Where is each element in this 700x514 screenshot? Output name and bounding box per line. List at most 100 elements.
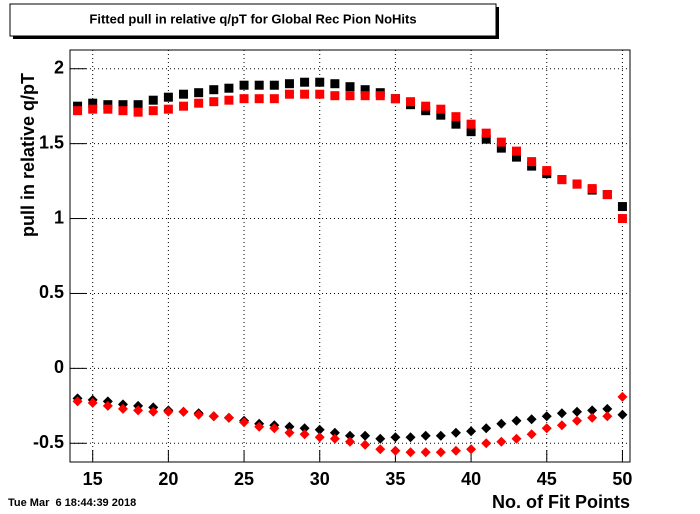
marker <box>481 128 491 138</box>
marker <box>315 89 325 99</box>
marker <box>541 423 552 434</box>
marker <box>435 430 446 441</box>
marker <box>193 409 204 420</box>
marker <box>224 95 234 105</box>
marker <box>284 421 295 432</box>
marker <box>405 432 416 443</box>
marker <box>541 411 552 422</box>
title-box <box>9 3 497 37</box>
marker <box>118 100 128 110</box>
y-tick-label: 0 <box>54 357 64 377</box>
marker <box>556 420 567 431</box>
marker <box>481 438 492 449</box>
marker <box>602 411 613 422</box>
marker <box>133 100 143 110</box>
marker <box>300 89 310 99</box>
x-tick-label: 45 <box>537 469 557 489</box>
marker <box>602 190 612 200</box>
marker <box>345 436 355 447</box>
y-tick-label: 1 <box>54 207 64 227</box>
chart-title: Fitted pull in relative q/pT for Global … <box>89 11 416 26</box>
marker <box>481 134 491 144</box>
marker <box>117 403 128 414</box>
y-axis-label: pull in relative q/pT <box>18 73 38 237</box>
marker <box>299 429 310 440</box>
marker <box>375 433 386 444</box>
marker <box>617 409 628 420</box>
marker <box>73 106 83 116</box>
marker <box>450 427 461 438</box>
marker <box>375 444 386 455</box>
marker <box>360 85 370 95</box>
marker <box>315 77 325 87</box>
marker <box>435 447 446 458</box>
marker <box>87 397 98 408</box>
marker <box>208 411 219 422</box>
marker <box>617 391 628 402</box>
x-tick-label: 50 <box>612 469 632 489</box>
marker <box>466 119 476 129</box>
marker <box>223 412 234 423</box>
marker <box>239 417 250 428</box>
y-tick-label: 1.5 <box>39 132 64 152</box>
marker <box>572 415 583 426</box>
marker <box>375 91 385 101</box>
marker <box>163 104 173 114</box>
marker <box>420 447 431 458</box>
marker <box>450 445 461 456</box>
x-tick-label: 20 <box>158 469 178 489</box>
x-tick-label: 35 <box>385 469 405 489</box>
marker <box>572 406 583 417</box>
marker <box>406 97 416 107</box>
marker <box>496 143 506 153</box>
marker <box>284 79 294 89</box>
marker <box>224 83 234 93</box>
marker <box>269 423 280 434</box>
marker <box>527 157 537 167</box>
marker <box>436 104 446 114</box>
marker <box>617 202 627 212</box>
marker <box>148 406 159 417</box>
marker <box>254 421 265 432</box>
marker <box>451 119 461 129</box>
marker <box>526 429 537 440</box>
marker <box>466 444 477 455</box>
marker <box>133 405 144 416</box>
marker <box>254 94 264 104</box>
marker <box>451 112 461 122</box>
x-tick-label: 25 <box>234 469 254 489</box>
x-axis-label: No. of Fit Points <box>492 492 630 512</box>
marker <box>511 415 522 426</box>
marker <box>88 98 98 108</box>
x-tick-label: 30 <box>310 469 330 489</box>
marker <box>254 80 264 90</box>
marker <box>526 414 537 425</box>
marker <box>587 405 598 416</box>
marker <box>118 106 128 116</box>
marker <box>481 423 492 434</box>
marker <box>390 94 400 104</box>
marker <box>179 89 189 99</box>
marker <box>496 418 507 429</box>
marker <box>269 80 279 90</box>
marker <box>269 94 279 104</box>
marker <box>557 175 567 185</box>
y-tick-label: -0.5 <box>33 432 64 452</box>
marker <box>466 426 477 437</box>
marker <box>421 101 431 111</box>
marker <box>466 127 476 137</box>
y-tick-label: 0.5 <box>39 282 64 302</box>
marker <box>587 412 598 423</box>
marker <box>617 214 627 224</box>
marker <box>284 89 294 99</box>
marker <box>360 430 371 441</box>
marker <box>602 403 613 414</box>
marker <box>572 179 582 189</box>
marker <box>542 166 552 176</box>
marker <box>587 184 597 194</box>
marker <box>133 107 143 117</box>
marker <box>360 91 370 101</box>
marker <box>194 88 204 98</box>
marker <box>299 423 310 434</box>
marker <box>330 91 340 101</box>
